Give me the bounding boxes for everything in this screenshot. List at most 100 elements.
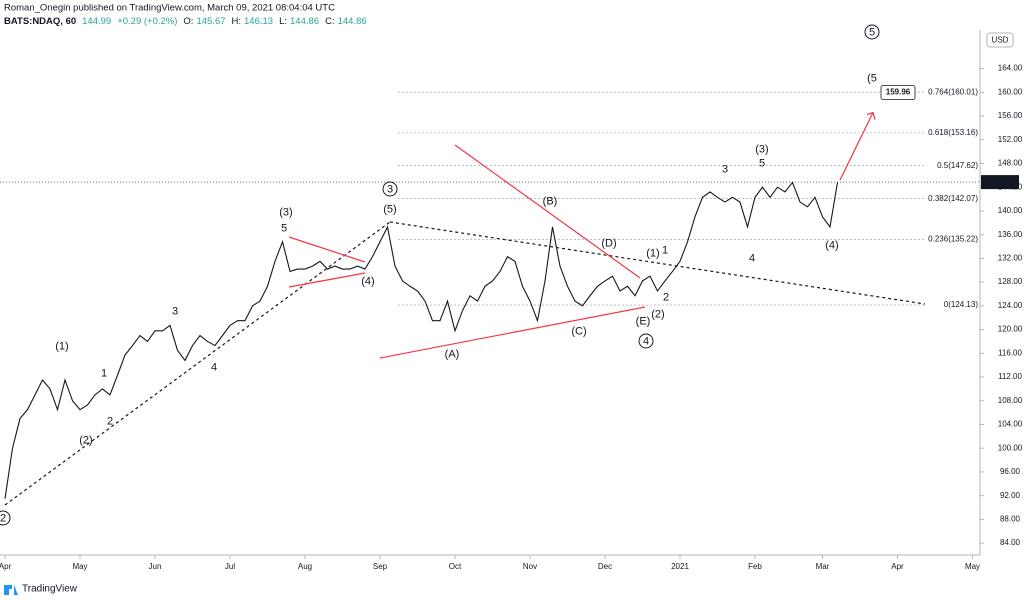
y-tick-label: 116.00: [998, 348, 1022, 357]
x-tick-label: Dec: [598, 562, 612, 571]
x-tick-label: Oct: [449, 562, 462, 571]
last-price-box: [981, 175, 1019, 190]
wave-label: (3): [279, 206, 292, 218]
wave-label: (E): [636, 315, 651, 327]
fib-label: 0.764(160.01): [928, 87, 978, 96]
y-tick-label: 104.00: [998, 420, 1023, 429]
chart-title: Roman_Onegin published on TradingView.co…: [4, 3, 335, 14]
arrow-head: [866, 111, 876, 120]
wave-label: (C): [571, 325, 586, 337]
wave-label: (4): [361, 275, 374, 287]
wave-circle: [864, 24, 880, 40]
wave-label: (1): [55, 340, 68, 352]
y-tick-label: 164.00: [998, 64, 1023, 73]
wave-label: 5: [281, 222, 287, 234]
brand-logo: TradingView: [4, 584, 78, 595]
y-tick-label: 132.00: [998, 253, 1023, 262]
fib-label: 0.5(147.62): [937, 161, 978, 170]
x-tick-label: May: [72, 562, 87, 571]
fib-label: 0.618(153.16): [928, 128, 978, 137]
wave-label: 3: [172, 305, 178, 317]
wave-label: (1): [646, 247, 659, 259]
fib-label: 0(124.13): [944, 300, 979, 309]
subtitle-part: C:: [325, 16, 335, 27]
wave-circle: [0, 510, 11, 526]
trend-line: [288, 236, 366, 263]
y-tick-label: 100.00: [998, 443, 1023, 452]
x-tick-label: Apr: [891, 562, 904, 571]
x-tick-label: Mar: [816, 562, 830, 571]
x-tick-label: Apr: [0, 562, 12, 571]
y-tick-label: 112.00: [998, 372, 1022, 381]
projection-arrow: [839, 112, 874, 181]
wave-label: 2: [0, 512, 6, 524]
x-tick-label: Aug: [298, 562, 312, 571]
subtitle-part: H:: [232, 16, 242, 27]
brand-icon: [4, 585, 18, 595]
subtitle-part: 145.67: [196, 16, 225, 27]
wave-label: (2): [651, 308, 664, 320]
wave-label: 5: [869, 26, 875, 38]
x-tick-label: Jul: [225, 562, 235, 571]
y-tick-label: 136.00: [998, 230, 1023, 239]
wave-label: 2: [107, 415, 113, 427]
wave-label: (3): [755, 143, 768, 155]
wave-label: 4: [211, 361, 217, 373]
chart-subtitle: BATS:NDAQ, 60 144.99 +0.29 (+0.2%) O: 145.67…: [4, 16, 367, 27]
wave-label: (5: [867, 72, 877, 84]
x-tick-label: 2021: [671, 562, 689, 571]
x-tick-label: May: [965, 562, 980, 571]
y-tick-label: 156.00: [998, 111, 1023, 120]
y-tick-label: 148.00: [998, 159, 1023, 168]
wave-label: (D): [601, 237, 616, 249]
y-tick-label: 108.00: [998, 396, 1023, 405]
wave-label: 4: [749, 252, 755, 264]
wave-circle: [382, 181, 398, 197]
wave-label: (4): [825, 239, 838, 251]
target-label: 159.96: [886, 88, 911, 97]
subtitle-part: 144.99: [82, 16, 111, 27]
wave-label: 1: [662, 244, 668, 256]
wave-label: 3: [387, 183, 393, 195]
wave-label: 3: [722, 163, 728, 175]
wave-label: (A): [445, 348, 460, 360]
last-price-label: 144.86: [987, 176, 1013, 186]
x-tick-label: Feb: [748, 562, 762, 571]
fib-label: 0.382(142.07): [928, 194, 978, 203]
x-tick-label: Jun: [149, 562, 162, 571]
brand: TradingView: [22, 584, 78, 595]
subtitle-part: 144.86: [290, 16, 319, 27]
trend-line: [389, 221, 926, 305]
subtitle-part: 146.13: [244, 16, 273, 27]
y-tick-label: 96.00: [1000, 467, 1021, 476]
subtitle-part: BATS:NDAQ, 60: [4, 16, 76, 27]
wave-circle: [638, 333, 654, 349]
wave-label: (2): [79, 434, 92, 446]
target-box: [880, 85, 916, 100]
subtitle-part: L:: [279, 16, 287, 27]
wave-label: (B): [543, 195, 558, 207]
wave-label: 5: [759, 157, 765, 169]
currency-box: [986, 32, 1014, 48]
y-tick-label: 124.00: [998, 301, 1023, 310]
x-tick-label: Nov: [523, 562, 537, 571]
y-tick-label: 92.00: [1000, 491, 1021, 500]
y-tick-label: 88.00: [1000, 515, 1021, 524]
y-tick-label: 120.00: [998, 325, 1023, 334]
wave-label: 2: [663, 291, 669, 303]
trend-line: [288, 272, 366, 288]
y-tick-label: 140.00: [998, 206, 1023, 215]
fib-label: 0.236(135.22): [928, 234, 978, 243]
y-tick-label: 160.00: [998, 87, 1023, 96]
x-tick-label: Sep: [373, 562, 388, 571]
subtitle-part: +0.29 (+0.2%): [117, 16, 177, 27]
subtitle-part: 144.86: [338, 16, 367, 27]
subtitle-part: O:: [183, 16, 193, 27]
price-line: [4, 181, 839, 499]
wave-label: 4: [643, 335, 649, 347]
wave-label: 1: [101, 367, 107, 379]
trend-line: [379, 306, 646, 359]
trend-line: [454, 144, 641, 279]
